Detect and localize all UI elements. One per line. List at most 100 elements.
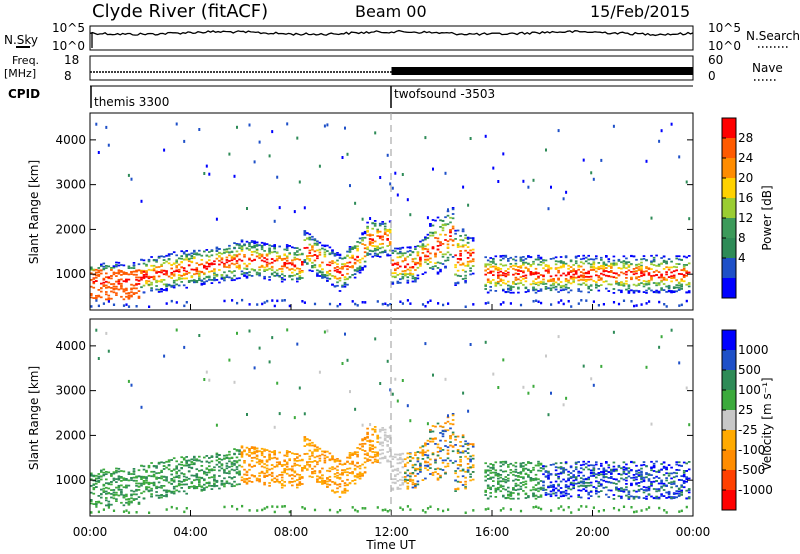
velocity-cell bbox=[562, 508, 565, 512]
power-cell bbox=[90, 272, 93, 275]
velocity-cell bbox=[630, 477, 633, 479]
velocity-cell bbox=[205, 474, 209, 476]
velocity-cell bbox=[243, 481, 246, 483]
velocity-cell bbox=[388, 434, 392, 437]
power-cell bbox=[225, 250, 229, 253]
velocity-cell bbox=[426, 507, 430, 510]
velocity-cell bbox=[517, 493, 520, 496]
power-cell bbox=[459, 245, 462, 248]
velocity-cell bbox=[238, 459, 241, 462]
power-cell bbox=[238, 247, 241, 249]
velocity-cell bbox=[321, 474, 324, 477]
velocity-cell bbox=[414, 469, 417, 472]
velocity-cell bbox=[383, 455, 387, 458]
power-cell bbox=[466, 241, 470, 244]
velocity-cell bbox=[291, 474, 294, 476]
power-cell bbox=[444, 253, 447, 256]
power-cell bbox=[605, 280, 608, 283]
velocity-cell bbox=[117, 477, 121, 479]
velocity-cell bbox=[233, 452, 236, 455]
power-cell bbox=[215, 217, 218, 221]
power-cell bbox=[486, 268, 490, 270]
velocity-cell bbox=[233, 464, 236, 466]
power-cell bbox=[567, 291, 570, 294]
power-cell bbox=[587, 278, 590, 281]
velocity-cell bbox=[208, 461, 211, 464]
velocity-cell bbox=[582, 485, 585, 487]
power-cell bbox=[471, 258, 475, 261]
power-cell bbox=[635, 264, 638, 267]
power-cell bbox=[210, 254, 214, 257]
power-cell bbox=[658, 139, 661, 143]
power-cell bbox=[494, 282, 498, 284]
power-cell bbox=[492, 258, 495, 261]
velocity-cell bbox=[534, 464, 538, 467]
velocity-cell bbox=[205, 471, 209, 474]
power-cell bbox=[552, 283, 555, 286]
power-cell bbox=[135, 278, 138, 281]
velocity-cell bbox=[439, 474, 442, 477]
nave-tick-top: 60 bbox=[708, 53, 723, 67]
power-cell bbox=[587, 276, 590, 278]
power-cell bbox=[381, 242, 384, 245]
velocity-cell bbox=[280, 474, 284, 476]
power-cell bbox=[424, 236, 427, 239]
power-cell bbox=[318, 265, 322, 268]
power-cell bbox=[454, 238, 457, 240]
power-cell bbox=[507, 291, 510, 293]
velocity-cell bbox=[230, 463, 234, 465]
velocity-cell bbox=[346, 474, 349, 477]
velocity-cell bbox=[559, 472, 563, 475]
power-cell bbox=[323, 124, 326, 128]
power-cell bbox=[381, 223, 384, 225]
power-cell bbox=[517, 273, 520, 275]
power-cell bbox=[298, 275, 302, 277]
velocity-cell bbox=[569, 476, 573, 478]
velocity-cell bbox=[650, 466, 653, 469]
velocity-cell bbox=[645, 473, 648, 476]
velocity-cell bbox=[549, 493, 553, 496]
power-cell bbox=[308, 259, 312, 262]
power-cell bbox=[612, 259, 616, 262]
velocity-cell bbox=[210, 488, 214, 490]
power-cell bbox=[331, 275, 334, 277]
power-cell bbox=[130, 294, 133, 297]
velocity-cell bbox=[421, 451, 425, 454]
velocity-cell bbox=[494, 471, 498, 474]
power-cell bbox=[125, 272, 128, 274]
velocity-cell bbox=[245, 481, 249, 484]
velocity-cell bbox=[132, 499, 136, 501]
power-cell bbox=[484, 134, 487, 138]
power-cell bbox=[150, 283, 153, 286]
velocity-cell bbox=[472, 509, 475, 512]
velocity-cell bbox=[625, 486, 628, 489]
velocity-cell bbox=[353, 482, 357, 485]
power-cell bbox=[677, 282, 681, 285]
power-cell bbox=[353, 276, 357, 279]
power-cell bbox=[461, 269, 465, 272]
power-cell bbox=[650, 277, 653, 280]
power-cell bbox=[132, 292, 136, 294]
velocity-cell bbox=[557, 466, 560, 469]
power-cell bbox=[388, 242, 392, 245]
power-cell bbox=[441, 253, 445, 256]
power-cell bbox=[233, 270, 236, 272]
power-cell bbox=[331, 251, 334, 254]
velocity-cell bbox=[492, 372, 495, 376]
velocity-cell bbox=[647, 474, 651, 476]
velocity-cell bbox=[105, 471, 108, 473]
velocity-cell bbox=[426, 439, 430, 442]
power-cell bbox=[685, 272, 688, 274]
velocity-cell bbox=[368, 449, 372, 452]
velocity-cell bbox=[354, 407, 357, 411]
power-cell bbox=[685, 274, 688, 277]
velocity-cell bbox=[522, 465, 525, 468]
power-cell bbox=[383, 225, 387, 228]
power-cell bbox=[391, 252, 395, 254]
velocity-cell bbox=[627, 490, 631, 493]
power-cell bbox=[642, 270, 646, 273]
power-cell bbox=[517, 269, 520, 272]
velocity-cell bbox=[532, 506, 535, 509]
velocity-cell bbox=[645, 508, 648, 511]
velocity-cell bbox=[308, 442, 312, 445]
